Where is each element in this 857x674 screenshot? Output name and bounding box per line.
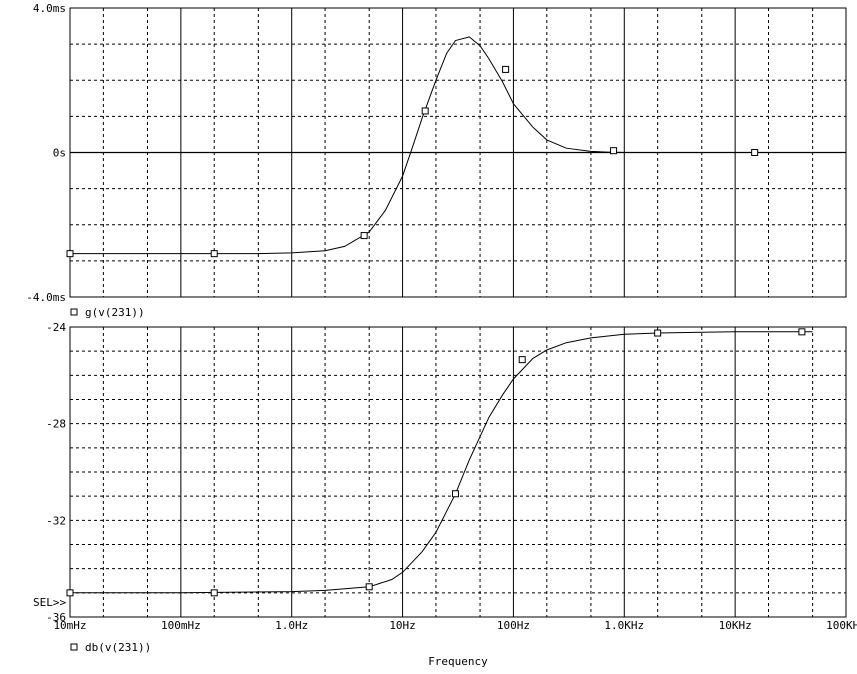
plot-frame	[69, 7, 847, 298]
y-tick-label: 0s	[53, 147, 66, 160]
series-marker	[210, 589, 218, 597]
y-tick-label: -24	[46, 321, 66, 334]
x-tick-label: 100KHz	[826, 619, 857, 632]
series-marker	[610, 147, 618, 155]
x-tick-label: 1.0Hz	[275, 619, 308, 632]
y-tick-label: -32	[46, 514, 66, 527]
legend-label-gain-db: db(v(231))	[85, 641, 151, 654]
y-tick-label: -4.0ms	[26, 291, 66, 304]
legend-marker-icon	[70, 643, 78, 651]
series-marker	[210, 250, 218, 258]
series-marker	[751, 149, 759, 156]
series-line	[70, 331, 813, 594]
plot-frame	[69, 326, 847, 618]
selector-indicator[interactable]: SEL>>	[33, 596, 66, 609]
y-tick-label: 4.0ms	[33, 2, 66, 15]
series-marker	[360, 232, 368, 240]
series-marker	[654, 329, 662, 337]
legend-label-group-delay: g(v(231))	[85, 306, 145, 319]
series-marker	[798, 328, 806, 336]
y-tick-label: -28	[46, 418, 66, 431]
legend-marker-icon	[70, 308, 78, 316]
series-marker	[502, 65, 510, 73]
x-axis-label: Frequency	[428, 655, 488, 668]
series-marker	[421, 107, 429, 115]
x-tick-label: 100Hz	[497, 619, 530, 632]
bottom-chart-gain-db: -36 -32 -28 -24 10mHz 100mHz 1.0Hz 10Hz 100Hz 1.0…	[46, 321, 857, 632]
x-tick-label: 10KHz	[719, 619, 752, 632]
series-marker	[518, 356, 526, 364]
x-tick-label: 10Hz	[389, 619, 416, 632]
series-marker	[365, 583, 373, 591]
x-tick-label: 10mHz	[53, 619, 86, 632]
x-tick-label: 1.0KHz	[604, 619, 644, 632]
y-tick-label: -36	[46, 611, 66, 624]
series-marker	[451, 490, 459, 498]
top-chart-group-delay: -4.0ms 0s 4.0ms	[26, 2, 847, 304]
series-marker	[66, 250, 74, 258]
series-marker	[66, 589, 74, 597]
series-line	[70, 36, 658, 255]
x-tick-label: 100mHz	[161, 619, 201, 632]
